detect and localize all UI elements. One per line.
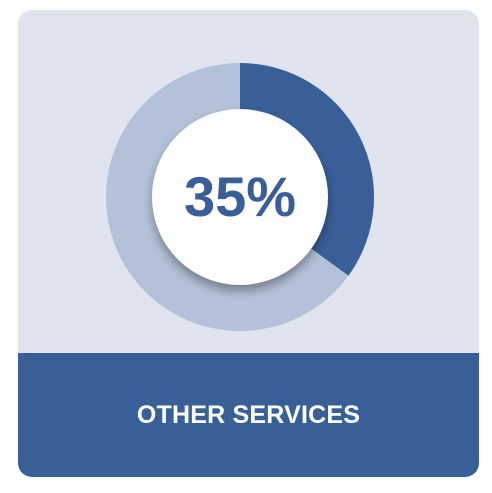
chart-area: 35% <box>18 10 479 353</box>
stat-card: 35% OTHER SERVICES <box>18 10 479 477</box>
footer-label: OTHER SERVICES <box>136 401 361 429</box>
donut-center <box>152 109 328 285</box>
donut-chart: 35% <box>105 63 374 331</box>
center-value-label: 35% <box>184 165 296 228</box>
footer-bar: OTHER SERVICES <box>18 353 479 477</box>
